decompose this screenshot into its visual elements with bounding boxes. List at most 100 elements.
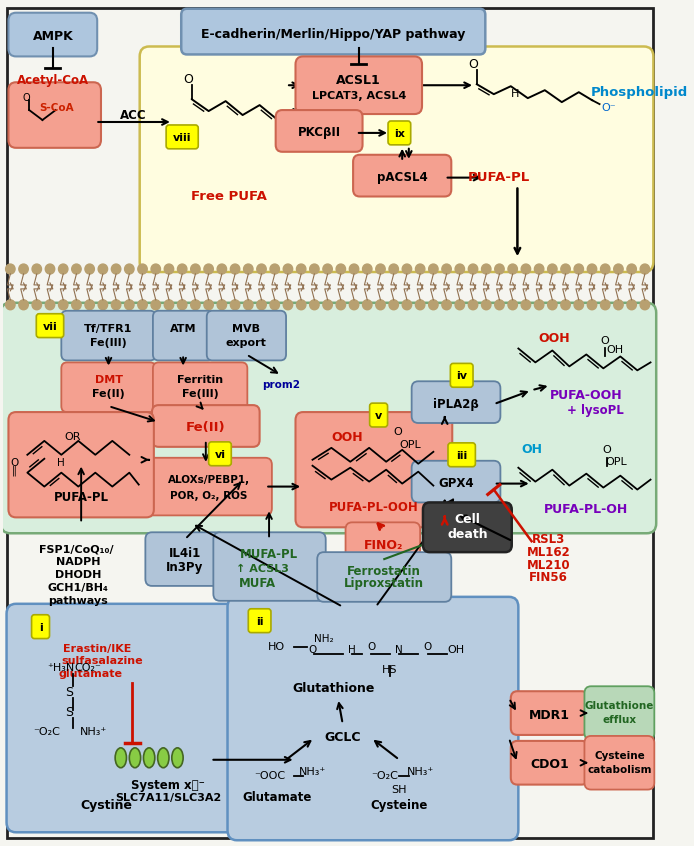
- Circle shape: [138, 264, 147, 274]
- Circle shape: [178, 264, 187, 274]
- FancyBboxPatch shape: [6, 604, 243, 832]
- Text: O⁻: O⁻: [602, 103, 616, 113]
- Text: SLC7A11/SLC3A2: SLC7A11/SLC3A2: [115, 793, 221, 803]
- Ellipse shape: [115, 748, 126, 767]
- Circle shape: [98, 264, 108, 274]
- Text: Ferrostatin: Ferrostatin: [347, 564, 421, 578]
- Circle shape: [244, 264, 253, 274]
- FancyBboxPatch shape: [228, 596, 518, 840]
- Circle shape: [587, 299, 597, 310]
- Text: Acetyl-CoA: Acetyl-CoA: [17, 74, 89, 87]
- Text: ⁻O₂C: ⁻O₂C: [371, 771, 398, 781]
- Text: H: H: [348, 645, 356, 656]
- Circle shape: [521, 264, 531, 274]
- Circle shape: [375, 264, 385, 274]
- FancyBboxPatch shape: [248, 609, 271, 633]
- Text: Glutamate: Glutamate: [242, 791, 312, 804]
- Text: pathways: pathways: [49, 596, 108, 606]
- Text: i: i: [39, 623, 42, 633]
- Circle shape: [574, 299, 584, 310]
- Text: CDO1: CDO1: [530, 758, 569, 772]
- Circle shape: [32, 264, 42, 274]
- Circle shape: [58, 264, 68, 274]
- Text: iii: iii: [456, 451, 467, 461]
- Text: PUFA-PL: PUFA-PL: [53, 491, 109, 504]
- Text: ↑ ACSL3: ↑ ACSL3: [236, 564, 289, 574]
- Text: O: O: [367, 641, 375, 651]
- Text: OOH: OOH: [332, 431, 363, 444]
- FancyBboxPatch shape: [8, 412, 154, 518]
- Text: OH: OH: [521, 443, 542, 456]
- Circle shape: [613, 299, 623, 310]
- Circle shape: [296, 299, 306, 310]
- FancyBboxPatch shape: [153, 362, 247, 412]
- Text: OPL: OPL: [606, 457, 627, 467]
- Text: NADPH: NADPH: [56, 557, 101, 567]
- Text: O: O: [23, 93, 31, 103]
- Circle shape: [323, 264, 332, 274]
- Text: PUFA-OOH: PUFA-OOH: [550, 388, 623, 402]
- Text: Ferritin: Ferritin: [177, 376, 223, 385]
- Text: PUFA-PL: PUFA-PL: [467, 171, 530, 184]
- Text: LPCAT3, ACSL4: LPCAT3, ACSL4: [312, 91, 406, 102]
- Text: Fe(II): Fe(II): [186, 421, 226, 435]
- Text: Tf/TFR1: Tf/TFR1: [85, 324, 133, 333]
- Text: PUFA-PL-OOH: PUFA-PL-OOH: [329, 501, 418, 514]
- Text: Cystine: Cystine: [81, 799, 133, 812]
- FancyBboxPatch shape: [1, 303, 657, 533]
- Circle shape: [389, 299, 398, 310]
- FancyBboxPatch shape: [32, 615, 49, 639]
- Text: Cell
death: Cell death: [447, 514, 488, 541]
- Text: Erastin/IKE: Erastin/IKE: [63, 644, 131, 653]
- Circle shape: [534, 264, 544, 274]
- FancyBboxPatch shape: [152, 405, 260, 447]
- Circle shape: [257, 299, 266, 310]
- Text: prom2: prom2: [262, 380, 301, 390]
- Circle shape: [323, 299, 332, 310]
- Circle shape: [204, 299, 213, 310]
- Circle shape: [191, 299, 200, 310]
- Circle shape: [468, 264, 477, 274]
- Ellipse shape: [144, 748, 155, 767]
- Text: Free PUFA: Free PUFA: [192, 190, 267, 203]
- Text: MDR1: MDR1: [529, 709, 570, 722]
- Text: MVB: MVB: [232, 324, 260, 333]
- Text: + lysoPL: + lysoPL: [568, 404, 624, 416]
- FancyBboxPatch shape: [448, 442, 475, 467]
- Circle shape: [178, 299, 187, 310]
- Text: catabolism: catabolism: [587, 765, 652, 775]
- Text: Fe(III): Fe(III): [182, 389, 219, 399]
- Text: IL4i1: IL4i1: [169, 547, 201, 560]
- Circle shape: [403, 264, 412, 274]
- Circle shape: [151, 264, 160, 274]
- Circle shape: [336, 264, 346, 274]
- Text: vii: vii: [42, 321, 58, 332]
- Circle shape: [362, 264, 372, 274]
- Text: OH: OH: [606, 345, 623, 355]
- Circle shape: [19, 264, 28, 274]
- Text: H: H: [510, 89, 518, 99]
- FancyBboxPatch shape: [296, 57, 422, 114]
- Text: sulfasalazine: sulfasalazine: [61, 656, 143, 667]
- Circle shape: [587, 264, 597, 274]
- FancyBboxPatch shape: [145, 532, 225, 586]
- FancyBboxPatch shape: [584, 736, 654, 789]
- Circle shape: [283, 299, 293, 310]
- Text: ⁺H₃N: ⁺H₃N: [48, 663, 75, 673]
- FancyBboxPatch shape: [8, 8, 653, 838]
- Circle shape: [482, 299, 491, 310]
- FancyBboxPatch shape: [61, 310, 155, 360]
- Circle shape: [416, 264, 425, 274]
- Circle shape: [310, 264, 319, 274]
- FancyBboxPatch shape: [207, 310, 286, 360]
- Text: SH: SH: [391, 784, 407, 794]
- Text: OPL: OPL: [400, 440, 421, 450]
- Text: Glutathione: Glutathione: [584, 701, 654, 711]
- Text: ALOXs/PEBP1,: ALOXs/PEBP1,: [167, 475, 250, 485]
- Circle shape: [627, 264, 636, 274]
- FancyBboxPatch shape: [317, 552, 451, 602]
- Text: glutamate: glutamate: [58, 669, 123, 679]
- FancyBboxPatch shape: [276, 110, 362, 151]
- Text: PUFA-PL-OH: PUFA-PL-OH: [544, 503, 629, 516]
- Circle shape: [429, 264, 438, 274]
